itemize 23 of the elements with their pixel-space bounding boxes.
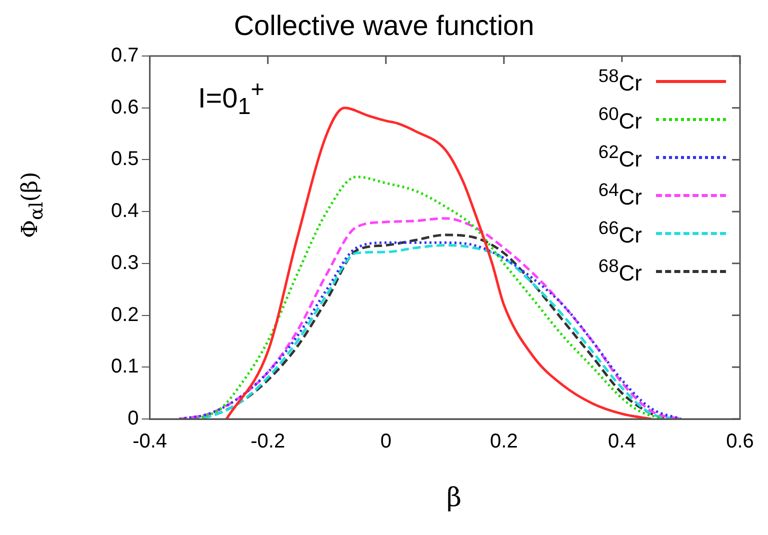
x-axis-title: β <box>445 483 463 513</box>
y-tick-label: 0 <box>128 408 139 430</box>
legend-label: $^{64}$Cr <box>597 179 642 211</box>
y-tick-label: 0.6 <box>110 96 139 118</box>
y-tick-label: 0.4 <box>110 200 139 222</box>
legend-label: $^{68}$Cr <box>597 255 642 287</box>
y-tick-label: 0.3 <box>110 252 139 274</box>
legend-label: $^{62}$Cr <box>597 141 642 173</box>
y-tick-label: 0.1 <box>110 356 139 378</box>
x-tick-label: 0 <box>380 430 392 453</box>
y-tick-label: 0.2 <box>110 304 139 326</box>
x-tick-label: 0.4 <box>608 430 636 453</box>
legend-label: $^{66}$Cr <box>597 217 642 249</box>
x-tick-label: 0.2 <box>490 430 518 453</box>
x-tick-label: -0.2 <box>250 430 286 453</box>
legend-label: $^{58}$Cr <box>597 65 642 97</box>
x-tick-label: -0.4 <box>132 430 168 453</box>
y-tick-label: 0.7 <box>110 44 139 67</box>
x-tick-label: 0.6 <box>726 430 754 453</box>
legend-label: $^{60}$Cr <box>597 103 642 135</box>
line-series <box>196 176 665 419</box>
chart-title: Collective wave function <box>232 10 536 42</box>
y-tick-label: 0.5 <box>110 148 139 170</box>
